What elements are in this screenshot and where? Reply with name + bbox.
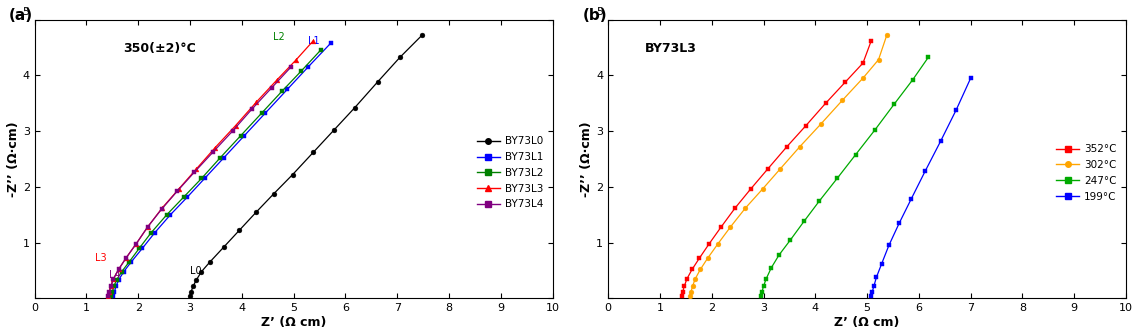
- Y-axis label: -Z’’ (Ω·cm): -Z’’ (Ω·cm): [580, 121, 594, 197]
- Text: L2: L2: [274, 32, 285, 42]
- Y-axis label: -Z’’ (Ω·cm): -Z’’ (Ω·cm): [7, 121, 19, 197]
- Legend: BY73L0, BY73L1, BY73L2, BY73L3, BY73L4: BY73L0, BY73L1, BY73L2, BY73L3, BY73L4: [473, 132, 547, 214]
- Legend: 352°C, 302°C, 247°C, 199°C: 352°C, 302°C, 247°C, 199°C: [1052, 140, 1121, 206]
- Text: L1: L1: [308, 36, 319, 46]
- Text: (a): (a): [9, 8, 33, 24]
- X-axis label: Z’ (Ω cm): Z’ (Ω cm): [834, 316, 899, 329]
- Text: L3: L3: [95, 253, 107, 263]
- Text: BY73L3: BY73L3: [644, 42, 697, 55]
- X-axis label: Z’ (Ω cm): Z’ (Ω cm): [261, 316, 326, 329]
- Text: 5: 5: [23, 7, 30, 17]
- Text: L4: L4: [109, 270, 121, 280]
- Text: 5: 5: [596, 7, 603, 17]
- Text: 350(±2)°C: 350(±2)°C: [123, 42, 195, 55]
- Text: (b): (b): [583, 8, 606, 24]
- Text: L0: L0: [190, 265, 202, 276]
